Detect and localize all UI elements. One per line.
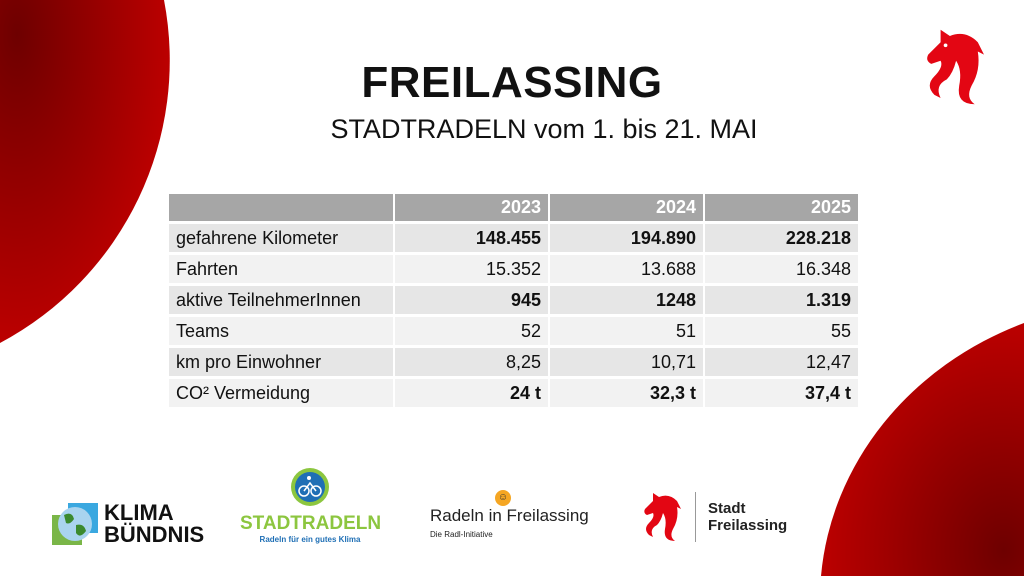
cell: 1248 [550, 286, 703, 314]
buendnis-text: BÜNDNIS [104, 522, 205, 547]
divider [695, 492, 696, 542]
stadtradeln-logo: STADTRADELN Radeln für ein gutes Klima [240, 467, 382, 544]
header-2023: 2023 [395, 194, 548, 221]
klima-buendnis-logo: KLIMA BÜNDNIS [52, 502, 204, 546]
radeln-in-freilassing-logo: ☺ Radeln in Freilassing Die Radl-Initiat… [430, 490, 589, 539]
header-empty [169, 194, 393, 221]
cell: 37,4 t [705, 379, 858, 407]
row-label: km pro Einwohner [169, 348, 393, 376]
radeln-tagline: Die Radl-Initiative [430, 530, 493, 539]
cell: 15.352 [395, 255, 548, 283]
stadtradeln-tagline: Radeln für ein gutes Klima [259, 535, 361, 544]
stadtradeln-text: STADTRADELN [240, 513, 382, 534]
stadt-text: Stadt [708, 500, 746, 517]
cell: 148.455 [395, 224, 548, 252]
smiley-icon: ☺ [495, 490, 511, 506]
cell: 194.890 [550, 224, 703, 252]
cell: 32,3 t [550, 379, 703, 407]
row-label: gefahrene Kilometer [169, 224, 393, 252]
bottom-right-red-shape [821, 323, 1024, 576]
cell: 55 [705, 317, 858, 345]
table-header-row: 2023 2024 2025 [169, 194, 858, 221]
horse-logo-icon [927, 29, 984, 105]
cell: 13.688 [550, 255, 703, 283]
klima-text: KLIMA [104, 500, 174, 525]
page-title: FREILASSING [361, 58, 663, 107]
globe-icon [52, 503, 98, 545]
cell: 52 [395, 317, 548, 345]
row-label: Teams [169, 317, 393, 345]
cyclist-icon [291, 468, 329, 506]
table-row: CO² Vermeidung 24 t 32,3 t 37,4 t [169, 379, 858, 407]
table-row: aktive TeilnehmerInnen 945 1248 1.319 [169, 286, 858, 314]
radeln-text: Radeln in Freilassing [430, 506, 589, 525]
table-row: Fahrten 15.352 13.688 16.348 [169, 255, 858, 283]
horse-logo-icon [644, 493, 681, 541]
cell: 24 t [395, 379, 548, 407]
row-label: aktive TeilnehmerInnen [169, 286, 393, 314]
page-subtitle: STADTRADELN vom 1. bis 21. MAI [330, 114, 758, 144]
table-row: Teams 52 51 55 [169, 317, 858, 345]
cell: 945 [395, 286, 548, 314]
top-left-red-shape [0, 0, 170, 343]
header-2025: 2025 [705, 194, 858, 221]
cell: 228.218 [705, 224, 858, 252]
cell: 1.319 [705, 286, 858, 314]
cell: 8,25 [395, 348, 548, 376]
stadt-freilassing-logo: Stadt Freilassing [641, 490, 787, 544]
header-2024: 2024 [550, 194, 703, 221]
freilassing-text: Freilassing [708, 517, 788, 534]
table-row: km pro Einwohner 8,25 10,71 12,47 [169, 348, 858, 376]
row-label: Fahrten [169, 255, 393, 283]
cell: 10,71 [550, 348, 703, 376]
table-row: gefahrene Kilometer 148.455 194.890 228.… [169, 224, 858, 252]
cell: 12,47 [705, 348, 858, 376]
cell: 16.348 [705, 255, 858, 283]
row-label: CO² Vermeidung [169, 379, 393, 407]
statistics-table: 2023 2024 2025 gefahrene Kilometer 148.4… [167, 191, 860, 410]
cell: 51 [550, 317, 703, 345]
